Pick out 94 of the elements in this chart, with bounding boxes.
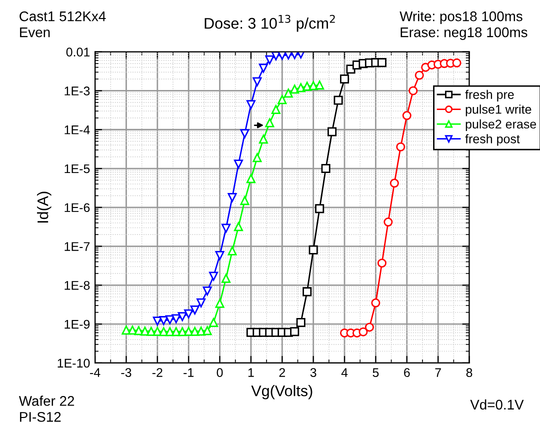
legend-label: fresh post [465, 134, 520, 146]
point [340, 74, 350, 84]
x-tick-label: -3 [121, 368, 132, 377]
point [196, 298, 206, 308]
x-tick-label: 3 [310, 368, 316, 377]
point [308, 81, 318, 90]
point [202, 286, 212, 296]
chart-title: Dose: 3 10$^{13}$ p/cm$^{2}$ [204, 14, 335, 32]
point [152, 316, 162, 326]
y-tick-label: 1E-8 [64, 280, 90, 290]
point [265, 118, 274, 128]
point [371, 298, 380, 308]
x-tick-label: 8 [466, 368, 472, 377]
point [258, 134, 268, 144]
x-tick-label: 7 [435, 368, 441, 377]
point [396, 142, 406, 152]
y-tick-label: 1E-9 [64, 320, 90, 329]
point [178, 312, 187, 322]
point [258, 64, 268, 73]
point [408, 86, 418, 96]
point [384, 218, 393, 227]
point [315, 204, 324, 214]
point [215, 250, 224, 260]
point [290, 327, 300, 336]
x-tick-label: -4 [90, 368, 100, 377]
x-tick-label: 1 [248, 368, 254, 377]
y-tick-label: 0.01 [66, 48, 90, 56]
point [252, 153, 262, 162]
point [265, 55, 274, 64]
point [246, 174, 256, 184]
point [140, 326, 150, 336]
y-tick-label: 1E-5 [64, 164, 90, 174]
point [222, 224, 231, 233]
legend-label: pulse2 erase [466, 119, 536, 132]
legend-label: pulse1 write [466, 104, 532, 116]
legend-label: fresh pre [465, 90, 514, 102]
point [315, 80, 324, 90]
point [321, 164, 330, 174]
point [215, 298, 224, 308]
point [452, 58, 462, 68]
point [209, 318, 218, 327]
y-tick-label: 1E-3 [64, 86, 90, 96]
point [146, 326, 156, 336]
x-tick-label: -1 [184, 368, 194, 377]
x-tick-label: -2 [152, 368, 162, 377]
text: Vd=0.1V [470, 399, 524, 410]
point [308, 245, 318, 254]
point [290, 84, 300, 94]
point [128, 326, 137, 335]
point [240, 129, 250, 138]
y-tick-label: 1E-10 [58, 358, 90, 368]
point [228, 246, 237, 256]
point [377, 258, 386, 268]
point [328, 127, 337, 136]
point [284, 88, 293, 98]
point [209, 272, 218, 281]
point [402, 111, 412, 120]
point [296, 318, 306, 327]
point [184, 326, 194, 336]
y-tick-label: 1E-4 [64, 126, 90, 134]
y-tick-label: 1E-7 [64, 242, 90, 251]
point [222, 274, 231, 283]
point [172, 314, 181, 324]
x-tick-label: 0 [216, 368, 223, 377]
point [228, 192, 237, 202]
y-axis-title: Id(A) [37, 192, 52, 223]
point [240, 196, 250, 206]
x-axis-title: Vg(Volts) [251, 385, 312, 400]
point [234, 160, 244, 169]
point [364, 322, 374, 332]
x-tick-label: 2 [279, 368, 285, 377]
point [271, 104, 280, 114]
x-tick-label: 5 [372, 368, 379, 377]
point [252, 77, 262, 86]
x-tick-label: 4 [341, 368, 348, 377]
point [302, 287, 312, 296]
point [234, 222, 244, 232]
point [278, 95, 287, 104]
x-tick-label: 6 [404, 368, 410, 377]
point [202, 326, 212, 336]
point [414, 70, 424, 80]
point [246, 100, 256, 110]
point [190, 305, 200, 315]
point [377, 58, 386, 68]
point [184, 309, 194, 318]
point [390, 178, 399, 188]
text: Write: pos18 100ms Erase: neg18 100ms [400, 11, 528, 40]
point [334, 96, 343, 105]
text: Cast1 512Kx4 Even [20, 11, 106, 38]
point [190, 326, 200, 336]
text: Wafer 22 PI-S12 [18, 396, 74, 422]
point [358, 327, 368, 336]
y-tick-label: 1E-6 [64, 203, 90, 212]
point [165, 315, 174, 324]
